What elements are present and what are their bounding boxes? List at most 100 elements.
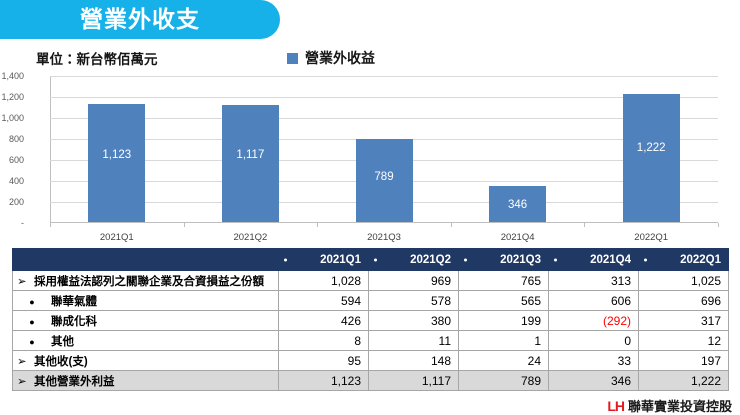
y-axis-tick-label: 800 [8,134,24,144]
x-axis-tick-label: 2022Q1 [634,232,669,243]
bullet-arrow-icon: ➢ [17,355,27,368]
table-cell-value: 1 [458,330,549,351]
bullet-circle-icon: ● [29,316,35,327]
x-axis-tick-mark [183,223,185,227]
table-column-header-label: 2022Q1 [680,253,721,266]
table-cell-value: 578 [368,290,459,311]
table-column-header-label: 2021Q4 [590,253,631,266]
table-cell-value: 565 [458,290,549,311]
table-cell-value: 1,123 [278,370,369,391]
table-column-header-label: 2021Q3 [500,253,541,266]
table-row-label: 聯成化科 [51,315,97,328]
table-cell-value: 24 [458,350,549,371]
table-row-label-cell: ● 聯華氣體 [12,290,279,311]
gridline [50,118,718,119]
table-cell-value: 0 [548,330,639,351]
table-cell-value: 1,028 [278,270,369,291]
table-cell-value: 696 [638,290,729,311]
y-axis-tick-label: 200 [8,197,24,207]
gridline [50,76,718,77]
table-cell-value: 317 [638,310,729,331]
table-cell-value: 33 [548,350,639,371]
table-cell-value: 1,025 [638,270,729,291]
bullet-dot-icon [554,258,557,261]
table-row: ➢ 其他營業外利益 1,123 1,117 789 346 1,222 [12,370,729,391]
table-cell-value: 1,117 [368,370,459,391]
bullet-dot-icon [374,258,377,261]
table-column-header-2021q2: 2021Q2 [368,248,459,271]
chart-unit-label: 單位：新台幣佰萬元 [36,52,158,67]
company-logo: LH 聯華實業投資控股 [607,399,732,413]
table-cell-value: 594 [278,290,369,311]
table-header-label-cell [12,248,279,321]
legend-item-label: 營業外收益 [305,50,375,66]
table-cell-value: 346 [548,370,639,391]
bullet-arrow-icon: ➢ [17,275,27,288]
table-cell-value: 969 [368,270,459,291]
page-title: 營業外收支 [80,6,200,32]
chart-bar: 1,117 [221,104,279,222]
table-cell-value: 1,222 [638,370,729,391]
bullet-circle-icon: ● [29,336,35,347]
table-cell-value: 197 [638,350,729,371]
chart-legend: 營業外收益 [287,48,375,68]
gridline [50,97,718,98]
bar-value-label: 346 [508,199,528,212]
table-column-header-2021q4: 2021Q4 [548,248,639,271]
chart-bar: 789 [355,139,413,222]
bullet-dot-icon [284,258,287,261]
table-cell-value: 8 [278,330,369,351]
x-axis-tick-mark [50,223,51,227]
table-cell-value: (292) [548,310,639,331]
x-axis-tick-mark [317,223,319,227]
bullet-dot-icon [464,258,467,261]
y-axis-tick-label: 600 [8,155,24,165]
y-axis-tick-label: - [21,218,24,228]
table-column-header-2021q1: 2021Q1 [278,248,369,271]
x-axis-tick-mark [584,223,586,227]
table-cell-value: 148 [368,350,459,371]
x-axis-tick-mark [718,223,719,227]
table-row: ● 其他 8 11 1 0 12 [12,330,729,351]
logo-company-name: 聯華實業投資控股 [627,398,732,414]
table-cell-value: 95 [278,350,369,371]
table-cell-value: 313 [548,270,639,291]
x-axis-tick-label: 2021Q1 [99,232,134,243]
bullet-dot-icon [16,318,20,321]
table-row-label-cell: ● 其他 [12,330,279,351]
table-column-header-label: 2021Q2 [410,253,451,266]
table-row: ● 聯成化科 426 380 199 (292) 317 [12,310,729,331]
legend-swatch-icon [287,52,298,64]
table-cell-value: 765 [458,270,549,291]
chart-bar: 1,222 [622,93,680,222]
y-axis-line [50,76,51,223]
y-axis-tick-label: 1,000 [1,113,24,123]
table-row-label: 聯華氣體 [51,295,97,308]
table-row: ● 聯華氣體 594 578 565 606 696 [12,290,729,311]
table-row-label-cell: ➢ 其他營業外利益 [12,370,279,391]
bar-value-label: 1,222 [636,142,666,155]
bar-value-label: 1,123 [102,148,132,161]
table-row-label: 其他 [51,335,74,348]
x-axis-tick-mark [450,223,452,227]
table-row: ➢ 其他收(支) 95 148 24 33 197 [12,350,729,371]
chart-plot-area: 1,400 1,200 1,000 800 600 400 200 - 1,123 1,117 7… [1,71,719,243]
x-axis-tick-label: 2021Q4 [500,232,535,243]
table-cell-value: 11 [368,330,459,351]
y-axis-tick-label: 1,200 [1,92,24,102]
x-axis-line [50,222,718,223]
table-cell-value: 606 [548,290,639,311]
logo-mark-icon: LH [607,398,625,414]
x-axis-tick-label: 2021Q3 [367,232,401,243]
table-cell-value: 789 [458,370,549,391]
table-row-label-cell: ➢ 其他收(支) [12,350,279,371]
bullet-dot-icon [644,258,647,261]
y-axis-tick-label: 400 [8,176,24,186]
table-body: ➢ 採用權益法認列之關聯企業及合資損益之份額 1,028 969 765 313 1,025… [12,270,729,391]
bar-value-label: 1,117 [236,149,265,162]
table-column-header-2022q1: 2022Q1 [638,248,729,271]
table-cell-value: 12 [638,330,729,351]
table-row: ➢ 採用權益法認列之關聯企業及合資損益之份額 1,028 969 765 313 1,025 [12,270,729,291]
table-column-header-label: 2021Q1 [320,253,361,266]
table-cell-value: 199 [458,310,549,331]
